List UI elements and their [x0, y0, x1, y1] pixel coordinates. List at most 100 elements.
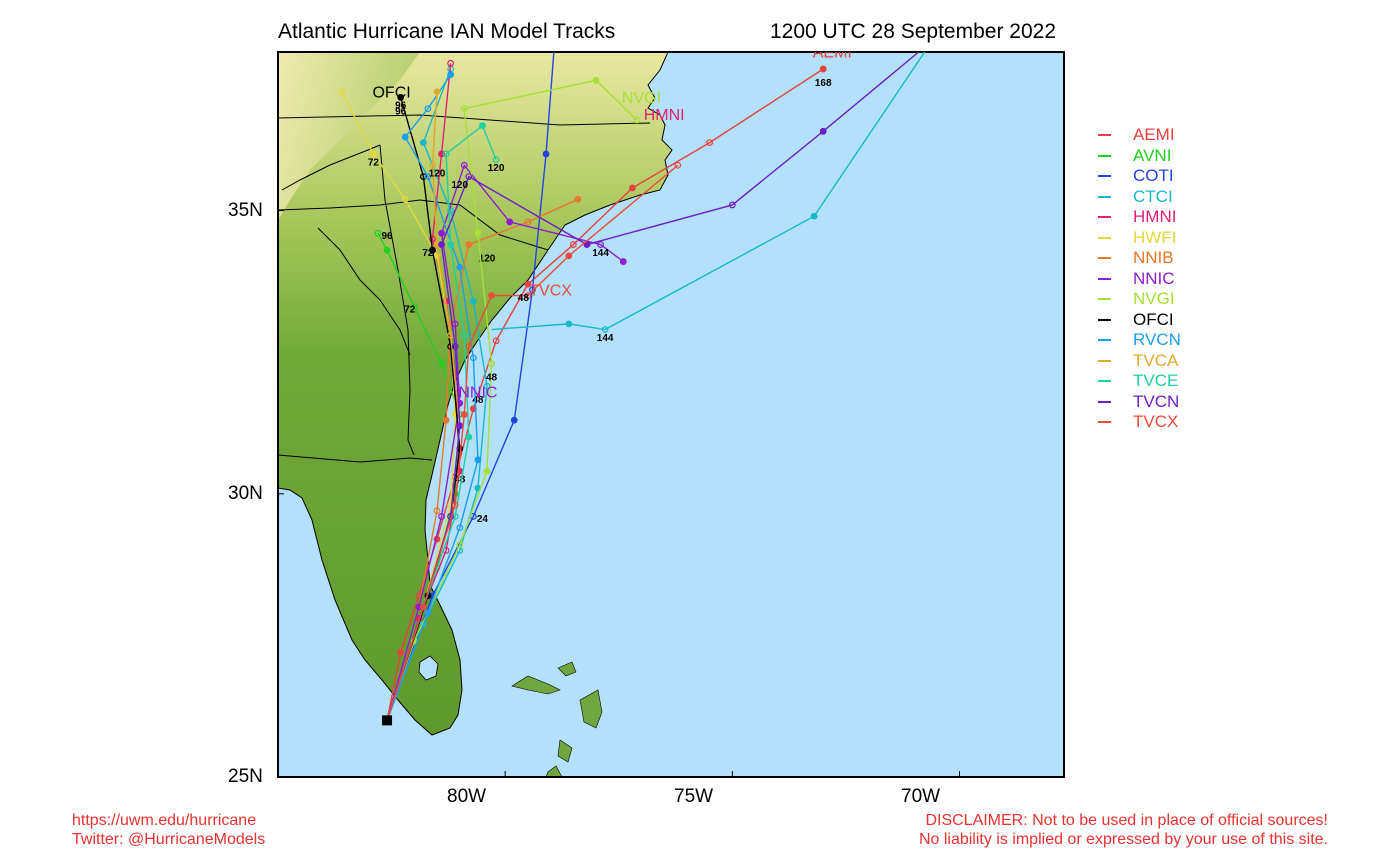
track-point — [619, 258, 627, 265]
forecast-hour-label: 48 — [518, 293, 530, 304]
forecast-hour-label: 96 — [395, 101, 407, 112]
track-point — [438, 513, 445, 520]
track-point — [370, 150, 377, 158]
track-point — [424, 173, 432, 181]
model-tag-ofci: OFCI — [372, 84, 410, 101]
legend-swatch — [1098, 134, 1111, 137]
track-point — [429, 161, 436, 169]
track-point — [442, 416, 450, 424]
track-point — [397, 93, 405, 101]
legend-item-rvcn: RVCN — [1098, 330, 1181, 351]
track-point — [524, 218, 532, 226]
bahamas-island — [545, 765, 563, 777]
legend-label: HWFI — [1133, 227, 1177, 247]
track-point — [479, 122, 486, 130]
legend-swatch — [1098, 195, 1111, 198]
bahamas-island — [557, 739, 573, 763]
track-point — [438, 150, 445, 158]
map-title: Atlantic Hurricane IAN Model Tracks — [278, 20, 616, 43]
state-border — [317, 227, 411, 356]
track-point — [483, 467, 491, 475]
legend-swatch — [1098, 154, 1111, 157]
forecast-hour-label: 120 — [479, 254, 496, 265]
track-tvcx — [386, 164, 679, 721]
forecast-hour-label: 48 — [486, 373, 498, 384]
forecast-hour-label: 48 — [454, 474, 466, 485]
track-point — [474, 229, 482, 237]
track-point — [410, 303, 418, 311]
legend-item-nvgi: NVGI — [1098, 289, 1181, 310]
track-point — [469, 297, 477, 305]
bahamas-island — [557, 661, 577, 677]
legend-label: TVCX — [1133, 412, 1179, 432]
track-tvce — [386, 124, 497, 721]
disclaimer-line-1: DISCLAIMER: Not to be used in place of o… — [925, 812, 1328, 829]
axis-ticks — [278, 210, 961, 777]
state-border — [278, 454, 433, 463]
forecast-hour-label: 72 — [422, 248, 434, 259]
legend-label: HMNI — [1133, 207, 1177, 227]
track-point — [465, 173, 473, 181]
model-legend: AEMI AVNI COTI CTCI HMNI HWFI NNIB NNIC NVGI OFCI… — [1098, 125, 1181, 433]
legend-swatch — [1098, 257, 1111, 260]
track-point — [465, 433, 473, 441]
track-point — [460, 105, 468, 113]
track-point — [810, 212, 818, 220]
model-tag-nvgi: NVGI — [622, 90, 661, 107]
track-ctci-ext — [491, 52, 926, 331]
legend-swatch — [1098, 359, 1111, 362]
track-point — [569, 241, 577, 248]
legend-swatch — [1098, 236, 1111, 239]
map-timestamp: 1200 UTC 28 September 2022 — [770, 20, 1057, 43]
legend-swatch — [1098, 339, 1111, 342]
track-point — [524, 292, 532, 299]
footer-twitter[interactable]: Twitter: @HurricaneModels — [72, 831, 266, 848]
track-point — [429, 246, 436, 254]
track-point — [433, 88, 441, 96]
legend-item-ctci: CTCI — [1098, 187, 1181, 208]
track-point — [447, 241, 455, 248]
model-tag-nnic: NNIC — [458, 385, 497, 402]
model-tag-tvcx: TVCX — [529, 283, 572, 300]
track-point — [728, 201, 736, 209]
track-point — [460, 161, 468, 169]
appalachian-highlands — [278, 52, 420, 220]
track-point — [424, 105, 432, 113]
track-point — [419, 603, 427, 611]
track-point — [529, 286, 536, 294]
forecast-hour-label: 96 — [395, 106, 407, 117]
track-point — [447, 59, 455, 67]
track-point — [492, 156, 500, 164]
footer-url[interactable]: https://uwm.edu/hurricane — [72, 812, 257, 829]
legend-item-tvca: TVCA — [1098, 351, 1181, 372]
track-nnib — [386, 198, 579, 721]
forecast-hour-label: 24 — [477, 514, 489, 525]
model-tracks: 1689672244848721201444896729612012012048… — [338, 52, 926, 721]
legend-item-aemi: AEMI — [1098, 125, 1181, 146]
state-border — [278, 199, 549, 251]
track-point — [429, 235, 436, 243]
lon-label-70w: 70W — [901, 786, 941, 807]
track-point — [565, 252, 573, 260]
lon-label-75w: 75W — [674, 786, 714, 807]
track-point — [401, 195, 409, 203]
track-point — [565, 320, 573, 328]
track-point — [424, 609, 432, 617]
track-point — [451, 501, 459, 509]
legend-item-coti: COTI — [1098, 166, 1181, 187]
forecast-hour-label: 144 — [597, 333, 614, 344]
track-point — [819, 127, 827, 135]
track-point — [474, 456, 482, 464]
legend-swatch — [1098, 277, 1111, 280]
legend-item-tvcx: TVCX — [1098, 412, 1181, 433]
lon-label-80w: 80W — [447, 786, 487, 807]
track-point — [447, 501, 455, 509]
lat-label-30n: 30N — [228, 483, 263, 504]
track-point — [433, 507, 441, 515]
state-border — [281, 144, 381, 191]
track-point — [397, 648, 405, 656]
track-point — [583, 241, 591, 248]
track-rvcn — [386, 74, 479, 721]
track-point — [338, 88, 346, 96]
track-point — [574, 195, 582, 203]
